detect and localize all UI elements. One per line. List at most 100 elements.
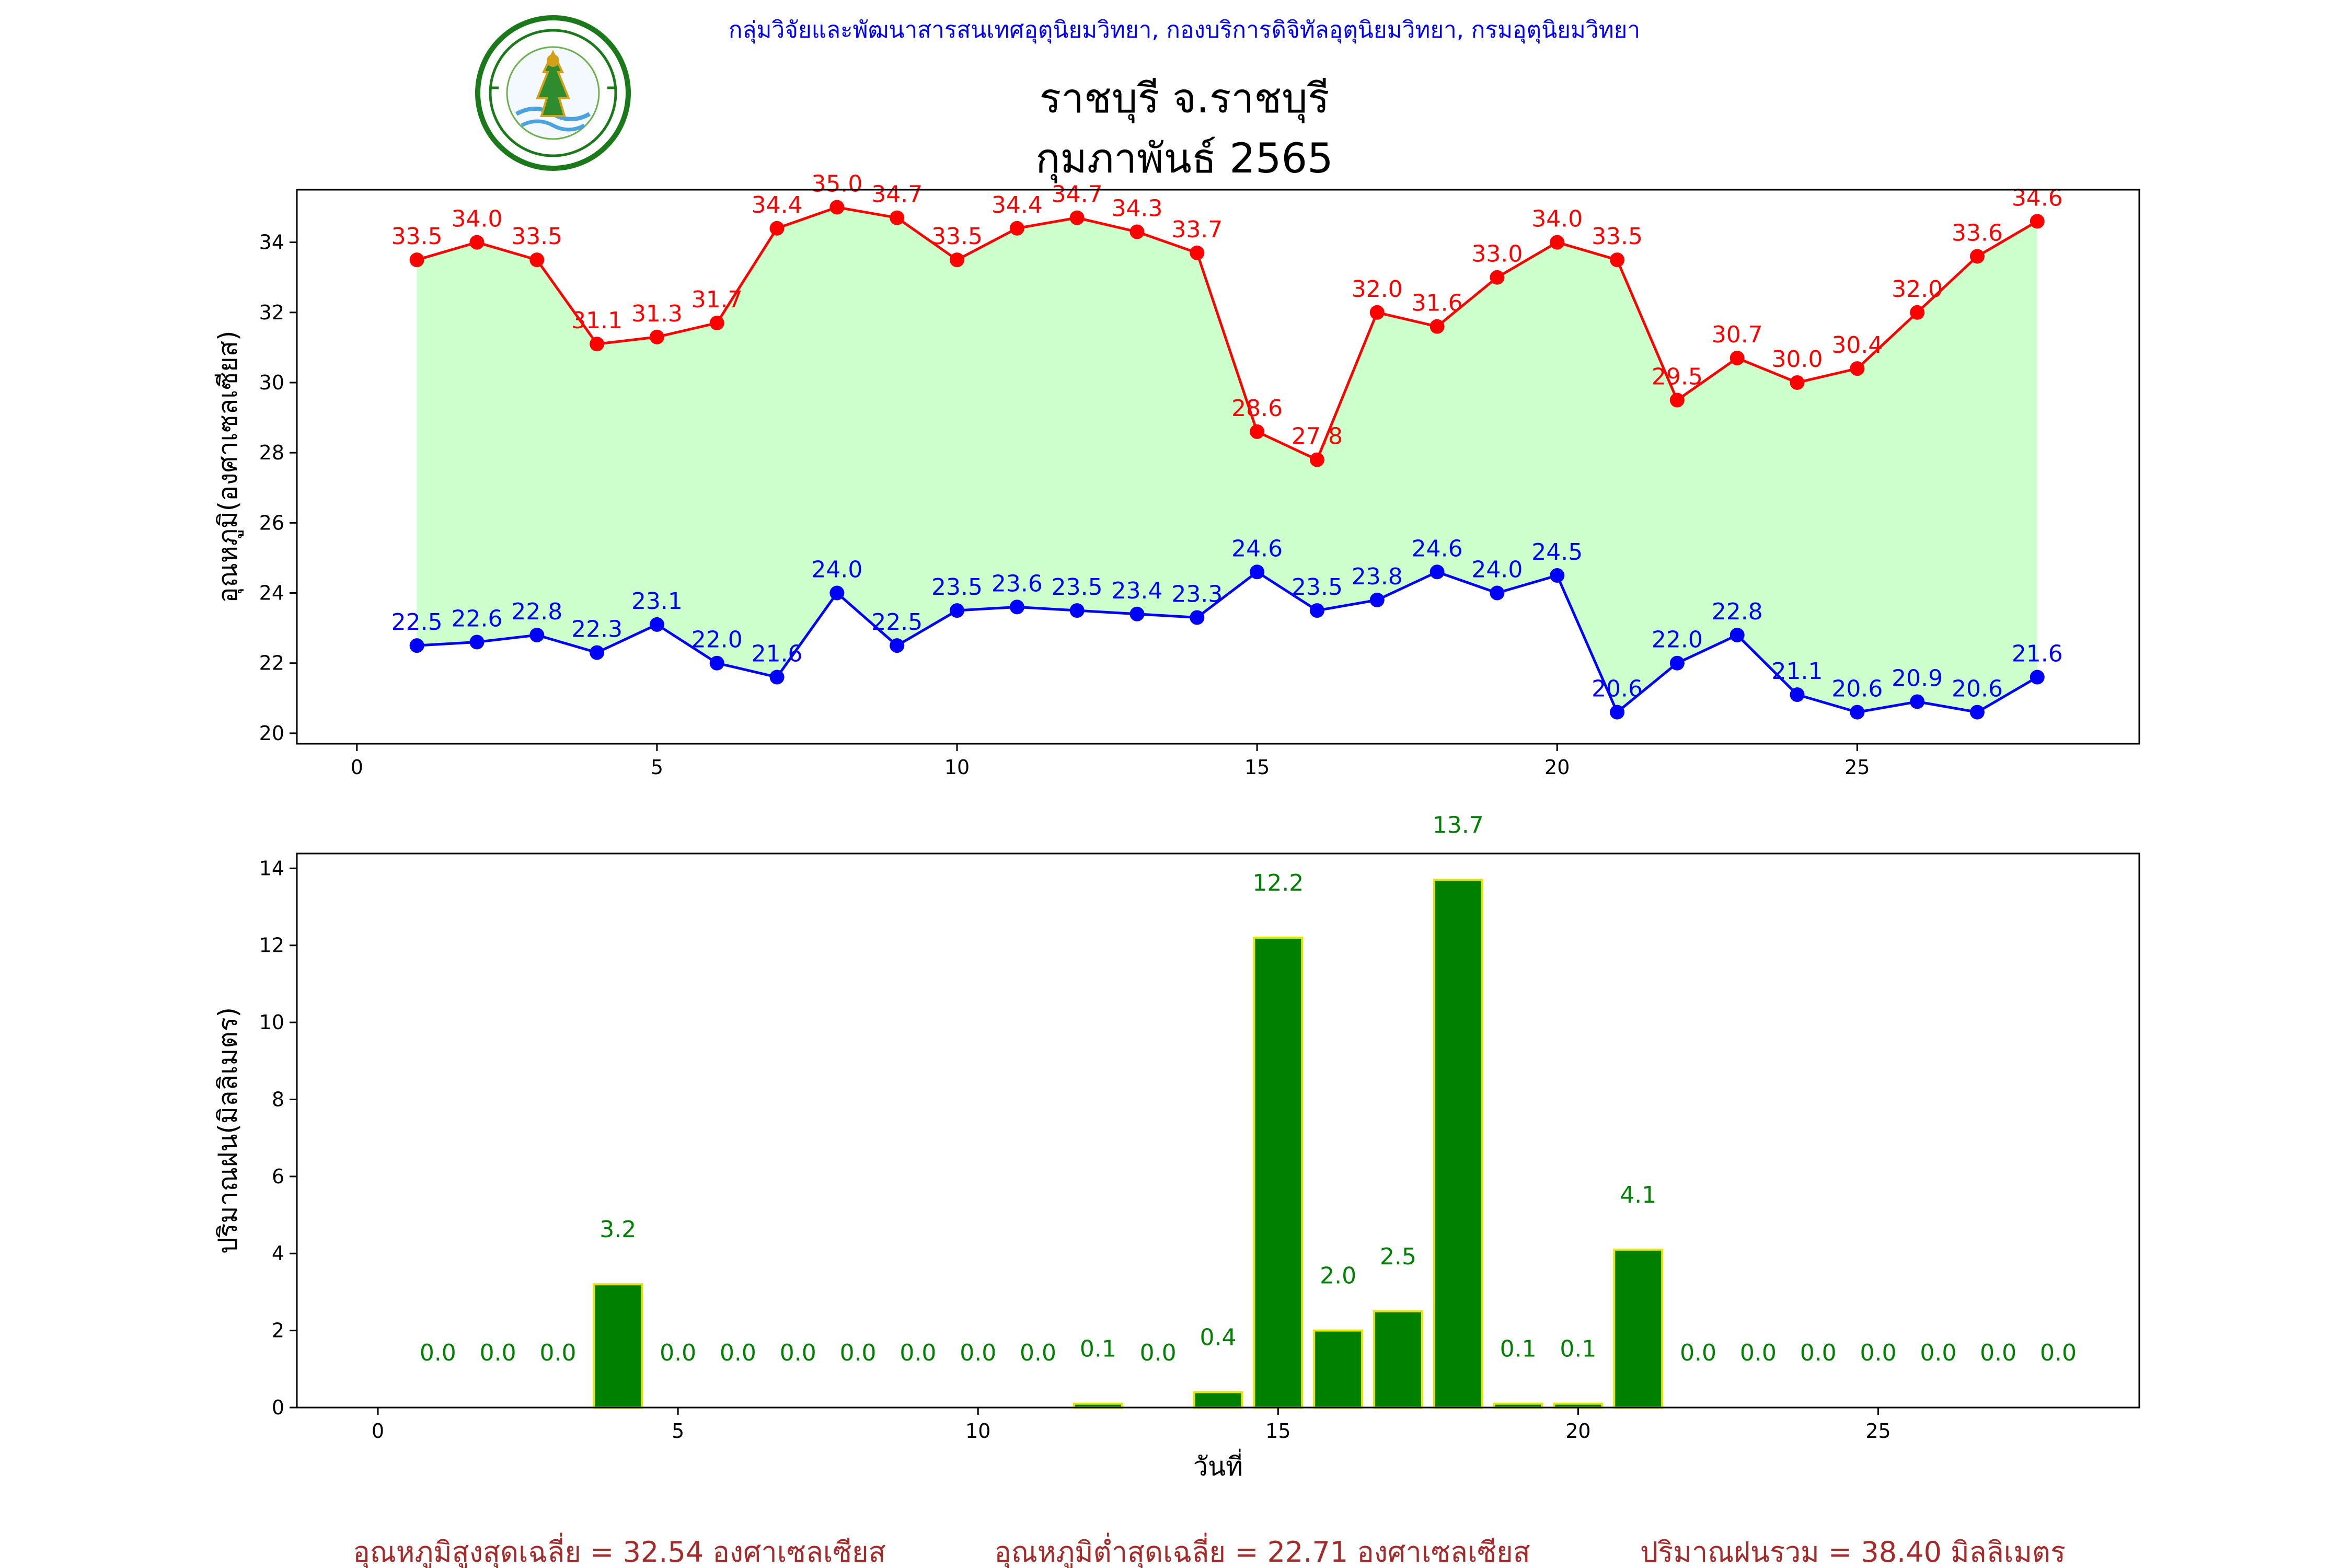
max-temp-label: 27.8: [1292, 423, 1343, 450]
max-temp-point: [1910, 305, 1925, 320]
rain-bar-label: 0.0: [1920, 1340, 1956, 1366]
temp-ytick-label: 22: [259, 652, 284, 675]
rain-bar-label: 0.0: [840, 1340, 877, 1366]
max-temp-label: 28.6: [1231, 395, 1283, 422]
min-temp-label: 24.6: [1412, 535, 1463, 562]
footer-avg-max: อุณหภูมิสูงสุดเฉลี่ย = 32.54 องศาเซลเซีย…: [353, 1532, 885, 1568]
min-temp-line: [417, 570, 2038, 714]
max-temp-label: 31.1: [571, 307, 622, 334]
min-temp-label: 22.5: [391, 609, 443, 636]
min-temp-label: 21.1: [1772, 658, 1823, 685]
station-title: ราชบุรี จ.ราชบุรี: [1039, 75, 1329, 123]
max-temp-point: [709, 315, 724, 330]
temperature-chart: 33.5 22.5 34.0 22.6 33.5 22.8 31.1 22.3 31.3 23.1…: [213, 171, 2140, 779]
min-temp-label: 23.5: [931, 574, 983, 601]
rain-bar-label: 0.0: [1680, 1340, 1716, 1366]
rain-ytick-label: 2: [272, 1319, 284, 1342]
rain-bar-label: 0.0: [1020, 1340, 1056, 1366]
min-temp-label: 22.8: [1712, 598, 1763, 625]
max-temp-label: 32.0: [1892, 276, 1943, 303]
max-temp-label: 34.7: [1052, 181, 1103, 208]
max-temp-point: [1490, 270, 1505, 285]
min-temp-point: [1429, 564, 1445, 580]
rain-bar: [1433, 879, 1483, 1409]
footer-avg-min: อุณหภูมิต่ำสุดเฉลี่ย = 22.71 องศาเซลเซีย…: [994, 1532, 1530, 1568]
max-temp-label: 30.4: [1831, 332, 1883, 359]
min-temp-label: 20.6: [1592, 676, 1643, 702]
rain-bar-label: 0.0: [1860, 1340, 1897, 1366]
min-temp-point: [1790, 687, 1805, 702]
max-temp-label: 34.0: [1531, 206, 1583, 233]
min-temp-label: 23.3: [1171, 581, 1223, 607]
max-temp-label: 30.0: [1772, 346, 1823, 373]
min-temp-point: [1850, 705, 1865, 720]
min-temp-label: 22.3: [571, 616, 622, 643]
min-temp-point: [709, 655, 724, 671]
min-temp-point: [1730, 628, 1745, 643]
min-temp-label: 23.1: [631, 588, 683, 615]
min-temp-label: 23.6: [991, 570, 1043, 597]
rain-bar-label: 2.5: [1380, 1243, 1416, 1270]
min-temp-label: 23.5: [1292, 574, 1343, 601]
rain-bar-label: 0.0: [1140, 1340, 1177, 1366]
rain-xtick-label: 20: [1565, 1420, 1590, 1443]
max-temp-point: [649, 329, 664, 344]
min-temp-label: 23.5: [1052, 574, 1103, 601]
min-temp-label: 22.8: [511, 598, 562, 625]
rain-bar-label: 4.1: [1620, 1182, 1656, 1208]
rain-bar-label: 2.0: [1320, 1263, 1356, 1289]
rain-ytick-label: 0: [272, 1396, 284, 1419]
max-temp-point: [1429, 319, 1445, 334]
month-title: กุมภาพันธ์ 2565: [1035, 135, 1333, 183]
min-temp-point: [1969, 705, 1985, 720]
rain-xlabel: วันที่: [1193, 1449, 1243, 1482]
max-temp-label: 33.0: [1471, 241, 1523, 268]
rain-bar: [1613, 1248, 1664, 1409]
rain-ytick-label: 4: [272, 1242, 284, 1265]
max-temp-point: [1009, 221, 1024, 236]
max-temp-label: 31.7: [691, 286, 743, 313]
min-temp-label: 20.6: [1952, 676, 2003, 702]
max-temp-point: [950, 252, 965, 268]
rain-bar-label: 12.2: [1252, 870, 1304, 896]
max-temp-label: 34.0: [451, 206, 502, 233]
rain-bar-label: 0.0: [420, 1340, 456, 1366]
rain-bar: [1193, 1391, 1243, 1409]
rain-ytick-label: 6: [272, 1165, 284, 1188]
min-temp-point: [1309, 603, 1324, 618]
rainfall-chart: 0.0 0.0 0.0 3.2 0.0 0.0 0.0 0.0 0.0 0.0 0.0 0.1 0.0 0…: [213, 812, 2140, 1482]
rain-bar: [1253, 937, 1304, 1409]
max-temp-label: 34.3: [1112, 195, 1163, 222]
rain-bar-label: 0.0: [780, 1340, 816, 1366]
max-temp-point: [529, 252, 545, 268]
min-temp-label: 22.5: [871, 609, 923, 636]
max-temp-label: 33.7: [1171, 216, 1223, 243]
min-temp-point: [1190, 610, 1205, 625]
min-temp-label: 21.6: [2012, 641, 2063, 667]
min-temp-point: [469, 635, 485, 650]
rain-bar-label: 0.1: [1080, 1336, 1116, 1363]
min-temp-label: 24.5: [1531, 539, 1583, 566]
min-temp-label: 21.6: [752, 641, 803, 667]
rain-xtick-label: 10: [965, 1420, 990, 1443]
rainfall-axes-frame: [296, 852, 2140, 1409]
temp-xtick-label: 25: [1844, 756, 1870, 779]
temp-ytick-label: 26: [259, 511, 284, 534]
rain-xtick-label: 25: [1865, 1420, 1890, 1443]
min-temp-label: 20.9: [1892, 665, 1943, 691]
max-temp-label: 33.6: [1952, 220, 2003, 246]
rain-bar-label: 0.0: [720, 1340, 756, 1366]
max-temp-point: [469, 235, 485, 250]
rain-bar-label: 0.0: [1800, 1340, 1837, 1366]
rain-ytick-label: 12: [259, 934, 284, 957]
max-temp-label: 30.7: [1712, 321, 1763, 348]
max-temp-point: [590, 337, 605, 352]
max-temp-label: 34.4: [752, 192, 803, 218]
max-temp-line: [416, 205, 2038, 462]
rain-xtick-label: 15: [1265, 1420, 1290, 1443]
min-temp-point: [1610, 705, 1625, 720]
max-temp-label: 31.3: [631, 301, 683, 327]
temp-xtick-label: 0: [351, 756, 363, 779]
min-temp-label: 24.6: [1231, 535, 1283, 562]
